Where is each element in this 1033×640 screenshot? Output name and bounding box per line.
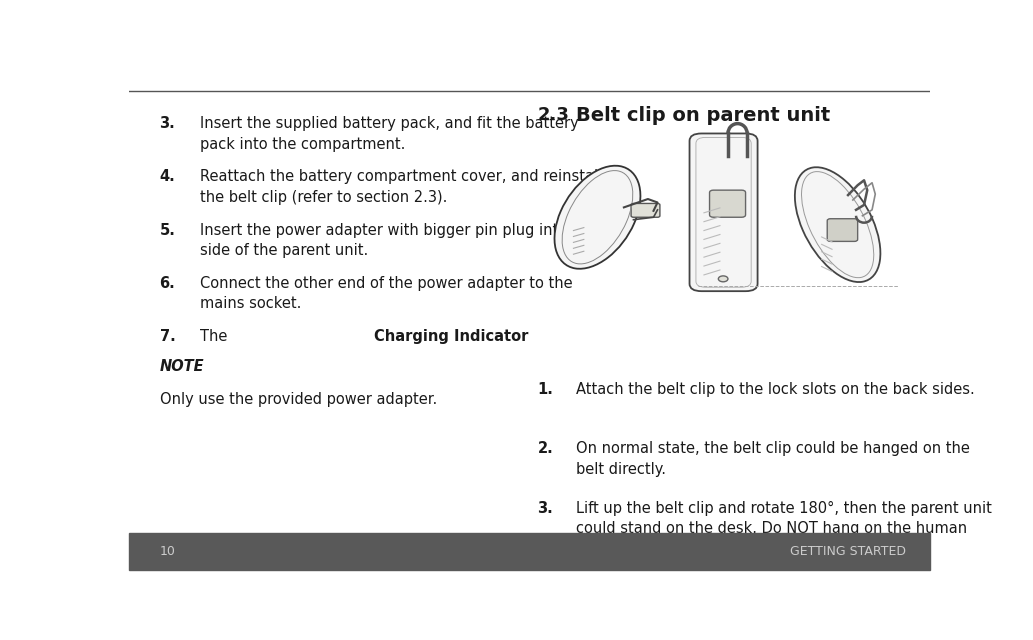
Text: Only use the provided power adapter.: Only use the provided power adapter. xyxy=(159,392,437,407)
Text: 6.: 6. xyxy=(159,276,176,291)
Text: 3.: 3. xyxy=(159,116,176,131)
FancyBboxPatch shape xyxy=(631,204,660,217)
Text: Insert the supplied battery pack, and fit the battery
pack into the compartment.: Insert the supplied battery pack, and fi… xyxy=(199,116,578,152)
Bar xyxy=(129,532,930,570)
Text: 2.: 2. xyxy=(537,442,553,456)
Circle shape xyxy=(718,276,728,282)
Text: 10: 10 xyxy=(159,545,176,557)
FancyBboxPatch shape xyxy=(827,219,857,241)
Text: Connect the other end of the power adapter to the
mains socket.: Connect the other end of the power adapt… xyxy=(199,276,572,311)
Text: Insert the power adapter with bigger pin plug into the
side of the parent unit.: Insert the power adapter with bigger pin… xyxy=(199,223,595,258)
Text: Attach the belt clip to the lock slots on the back sides.: Attach the belt clip to the lock slots o… xyxy=(575,382,974,397)
Text: 2.3: 2.3 xyxy=(537,106,569,124)
Text: The: The xyxy=(199,329,231,344)
Text: Belt clip on parent unit: Belt clip on parent unit xyxy=(575,106,831,125)
Ellipse shape xyxy=(794,167,880,282)
Text: GETTING STARTED: GETTING STARTED xyxy=(789,545,906,557)
Text: 3.: 3. xyxy=(537,500,553,516)
Text: 5.: 5. xyxy=(159,223,176,237)
Text: Reattach the battery compartment cover, and reinstall
the belt clip (refer to se: Reattach the battery compartment cover, … xyxy=(199,170,602,205)
Ellipse shape xyxy=(555,166,640,269)
Text: 4.: 4. xyxy=(159,170,176,184)
FancyBboxPatch shape xyxy=(690,134,757,291)
Text: Charging Indicator: Charging Indicator xyxy=(374,329,529,344)
FancyBboxPatch shape xyxy=(710,190,746,217)
Text: 7.: 7. xyxy=(159,329,176,344)
Text: NOTE: NOTE xyxy=(159,358,205,374)
Text: On normal state, the belt clip could be hanged on the
belt directly.: On normal state, the belt clip could be … xyxy=(575,442,970,477)
Text: Lift up the belt clip and rotate 180°, then the parent unit
could stand on the d: Lift up the belt clip and rotate 180°, t… xyxy=(575,500,992,556)
Text: 1.: 1. xyxy=(537,382,554,397)
